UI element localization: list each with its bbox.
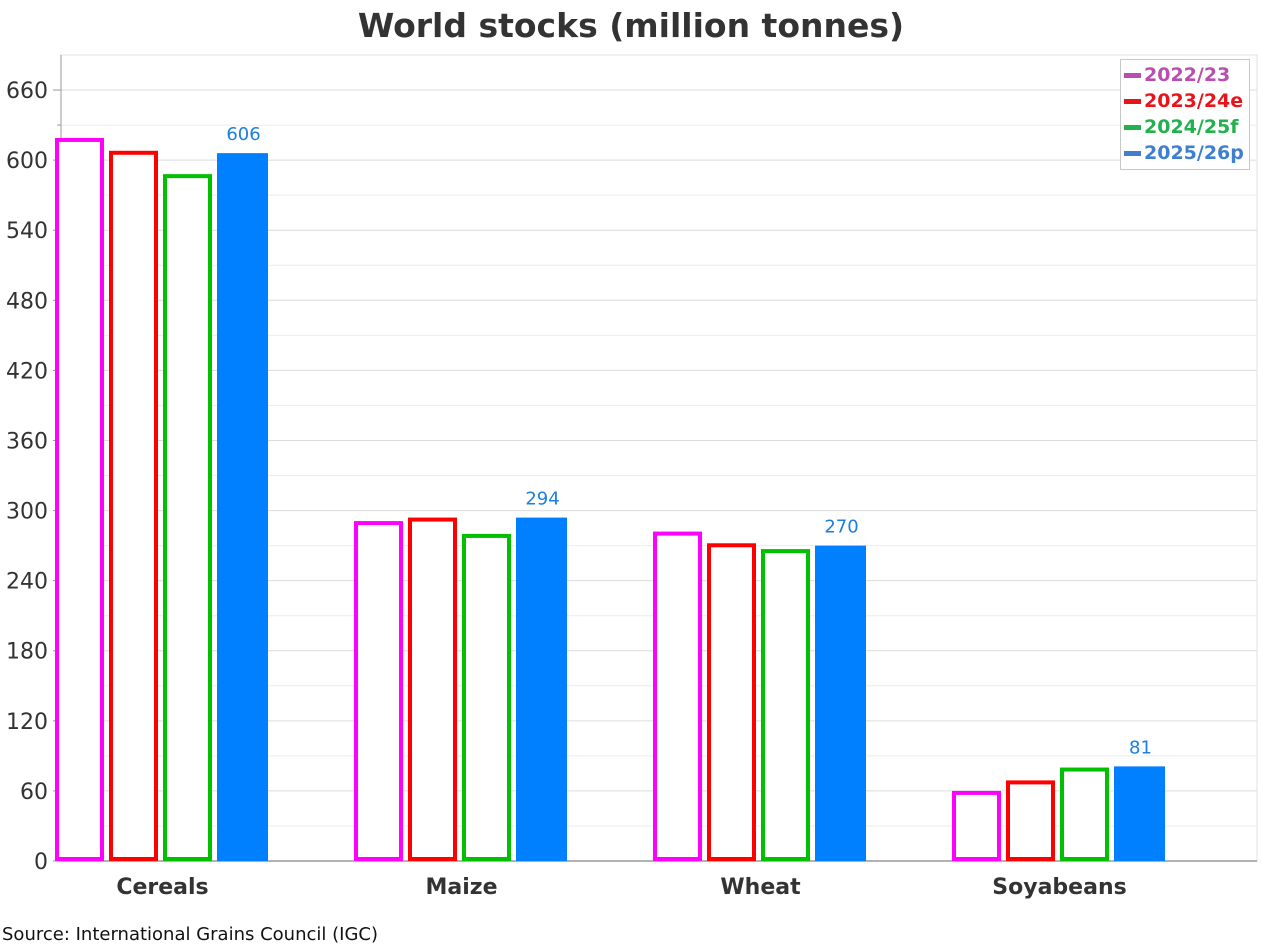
legend-swatch xyxy=(1124,98,1141,104)
y-tick-label: 180 xyxy=(6,640,48,665)
x-tick-label: Soyabeans xyxy=(992,875,1126,900)
bar-202223-cereals xyxy=(55,137,104,862)
x-tick-label: Maize xyxy=(425,875,497,900)
y-tick-label: 300 xyxy=(6,500,48,525)
y-tick-label: 360 xyxy=(6,429,48,454)
legend-label: 2025/26p xyxy=(1144,142,1244,164)
legend-item: 2025/26p xyxy=(1124,140,1249,166)
bar-202223-wheat xyxy=(653,531,702,861)
bar-202425f-maize xyxy=(462,533,511,861)
legend-label: 2024/25f xyxy=(1144,116,1239,138)
legend: 2022/23 2023/24e 2024/25f 2025/26p xyxy=(1120,59,1250,170)
bar-202324e-cereals xyxy=(109,150,158,861)
bar-202324e-maize xyxy=(408,517,457,861)
legend-swatch xyxy=(1124,72,1141,78)
y-tick-label: 240 xyxy=(6,570,48,595)
bar-202425f-soyabeans xyxy=(1060,767,1109,861)
y-tick-label: 60 xyxy=(20,780,48,805)
legend-swatch xyxy=(1124,150,1141,156)
bar-202526p-maize xyxy=(516,517,567,861)
data-label: 81 xyxy=(1129,737,1152,758)
x-tick-label: Wheat xyxy=(720,875,801,900)
y-tick-label: 120 xyxy=(6,710,48,735)
bar-202324e-soyabeans xyxy=(1006,780,1055,862)
bar-202425f-wheat xyxy=(761,549,810,861)
bar-202223-soyabeans xyxy=(952,790,1001,861)
y-tick-label: 540 xyxy=(6,219,48,244)
y-tick-label: 480 xyxy=(6,289,48,314)
chart-title: World stocks (million tonnes) xyxy=(357,6,905,45)
data-label: 606 xyxy=(226,124,260,145)
legend-label: 2022/23 xyxy=(1144,64,1231,86)
legend-swatch xyxy=(1124,124,1141,130)
legend-item: 2024/25f xyxy=(1124,114,1249,140)
bar-202425f-cereals xyxy=(163,174,212,861)
y-tick-label: 600 xyxy=(6,149,48,174)
bar-202526p-wheat xyxy=(815,545,866,861)
y-tick-label: 660 xyxy=(6,79,48,104)
data-label: 270 xyxy=(824,517,858,538)
bar-202223-maize xyxy=(354,521,403,861)
y-tick-label: 0 xyxy=(34,850,48,875)
data-label: 294 xyxy=(525,489,559,510)
bar-202526p-soyabeans xyxy=(1114,766,1165,861)
x-tick-label: Cereals xyxy=(116,875,208,900)
legend-label: 2023/24e xyxy=(1144,90,1244,112)
bar-202526p-cereals xyxy=(217,153,268,862)
legend-item: 2023/24e xyxy=(1124,88,1249,114)
source-note: Source: International Grains Council (IG… xyxy=(2,924,378,945)
legend-item: 2022/23 xyxy=(1124,62,1249,88)
y-tick-label: 420 xyxy=(6,359,48,384)
bar-202324e-wheat xyxy=(707,543,756,861)
